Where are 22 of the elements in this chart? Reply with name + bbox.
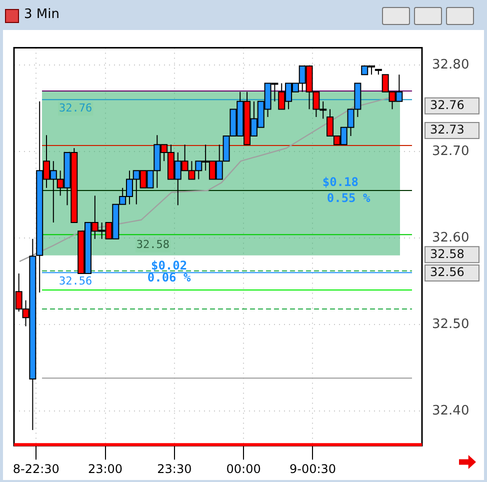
y-tick-label: 32.70	[432, 144, 470, 159]
band-label: 32.58	[136, 238, 170, 252]
ref-line-label: 32.56	[59, 274, 92, 288]
x-tick-label: 8-22:30	[12, 462, 60, 476]
annotation: $0.02	[150, 258, 188, 273]
x-tick-label: 23:30	[157, 462, 192, 476]
x-tick-label: 00:00	[226, 462, 261, 476]
y-tick-label: 32.60	[432, 230, 470, 246]
ref-line-label: 32.76	[59, 102, 92, 115]
text: 32.58	[430, 246, 464, 261]
y-tick-label: 32.80	[432, 57, 470, 72]
text: 32.76	[430, 98, 464, 112]
text: 32.56	[430, 265, 464, 280]
chart-title: 3 Min	[24, 7, 60, 22]
x-tick-label: 23:00	[88, 462, 123, 476]
y-tick-label: 32.50	[432, 316, 470, 332]
annotation: $0.18	[322, 175, 358, 190]
annotation: 0.55 %	[326, 191, 372, 206]
annotation: 0.06 %	[147, 270, 192, 285]
x-tick-label: 9-00:30	[289, 462, 336, 476]
text: 32.73	[430, 122, 464, 137]
y-tick-label: 32.40	[432, 403, 470, 418]
